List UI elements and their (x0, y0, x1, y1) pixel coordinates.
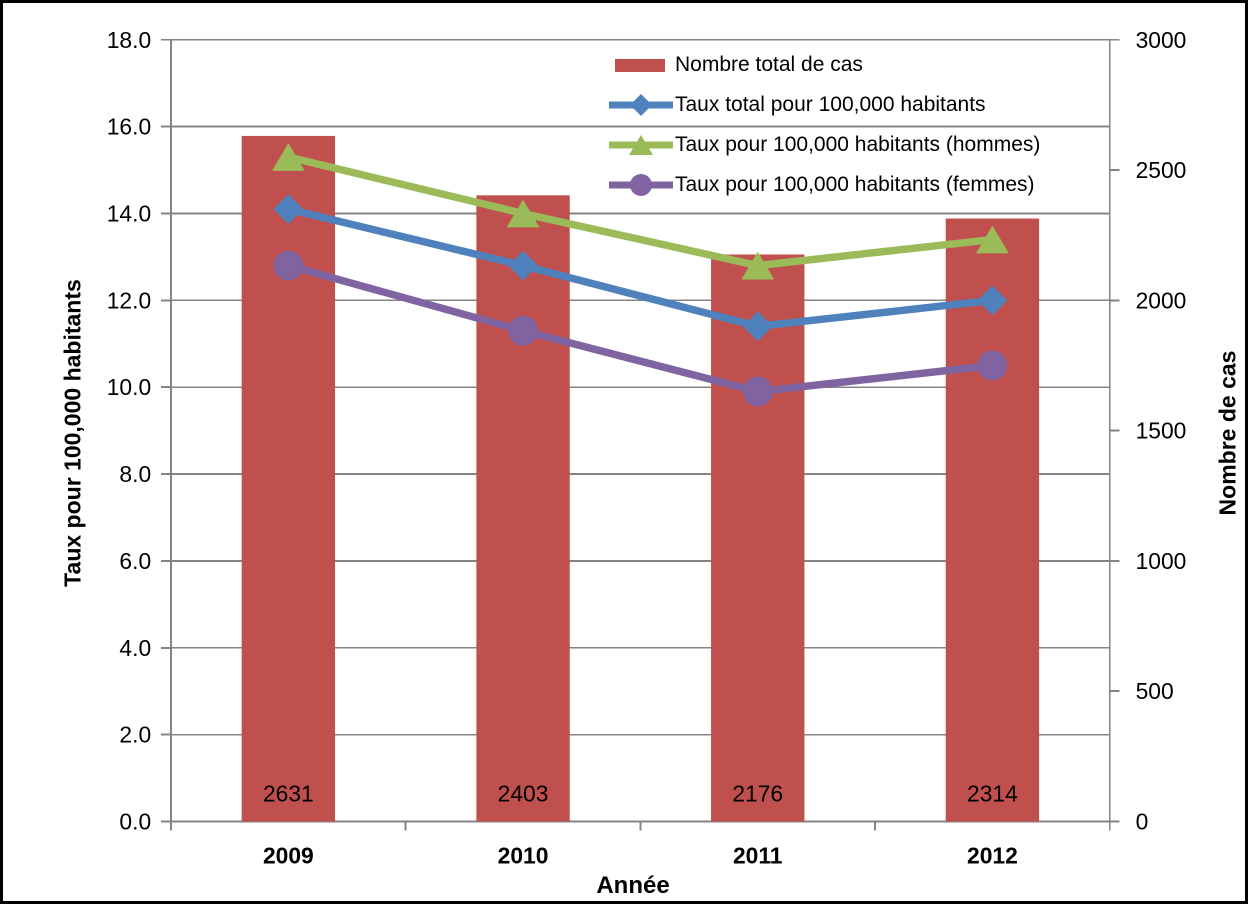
legend-item: Taux total pour 100,000 habitants (607, 85, 1040, 125)
right-axis-title: Nombre de cas (1214, 350, 1241, 516)
series-line (284, 153, 997, 270)
bar-2009 (241, 135, 336, 822)
left-axis-title: Taux pour 100,000 habitants (59, 279, 86, 587)
x-axis-title: Année (596, 872, 670, 899)
right-axis-tick-label: 3000 (1136, 27, 1187, 53)
left-axis-tick-label: 18.0 (107, 27, 151, 53)
series-marker-circle (977, 350, 1008, 381)
legend-label: Nombre total de cas (675, 53, 863, 76)
series-marker-triangle (741, 251, 775, 280)
legend-item: Taux pour 100,000 habitants (femmes) (607, 165, 1040, 205)
right-axis-tick-label: 1500 (1136, 418, 1187, 444)
series-marker-diamond (273, 194, 304, 225)
bar-2012 (945, 218, 1040, 822)
bar-value-label: 2403 (498, 781, 549, 807)
series-marker-diamond (977, 285, 1008, 316)
category-label: 2009 (263, 842, 314, 868)
left-axis-tick-label: 0.0 (119, 809, 151, 835)
right-axis-tick-label: 2500 (1136, 157, 1187, 183)
left-axis-tick-label: 12.0 (107, 287, 151, 313)
legend-item: Nombre total de cas (607, 45, 1040, 85)
plot-area: 0.0 2.0 4.0 6.0 8.0 10.0 12.0 14.0 16.0 18.0 0 500 1… (107, 27, 1187, 869)
left-axis-tick-label: 8.0 (119, 461, 151, 487)
legend-marker-rect (615, 59, 665, 72)
legend-marker-diamond (609, 94, 673, 116)
legend-marker-triangle (609, 135, 673, 155)
legend-label: Taux pour 100,000 habitants (hommes) (675, 133, 1041, 156)
series-line (284, 261, 997, 396)
bar-2010 (476, 195, 570, 822)
right-axis-tick-label: 2000 (1136, 287, 1187, 313)
left-axis-tick-label: 2.0 (119, 722, 151, 748)
bar-2011 (711, 254, 805, 822)
series-marker-triangle (506, 199, 540, 228)
category-label: 2011 (733, 842, 783, 868)
legend-item: Taux pour 100,000 habitants (hommes) (607, 125, 1040, 165)
legend: Nombre total de cas Taux total pour 100,0… (607, 45, 1040, 205)
left-axis-tick-label: 4.0 (119, 635, 151, 661)
legend-marker-circle (609, 174, 673, 196)
bar-value-label: 2314 (967, 781, 1018, 807)
right-axis-tick-label: 1000 (1136, 548, 1187, 574)
right-axis-tick-label: 500 (1136, 678, 1174, 704)
bar-value-label: 2176 (732, 781, 783, 807)
legend-label: Taux pour 100,000 habitants (femmes) (675, 173, 1035, 196)
series-marker-triangle (976, 225, 1009, 254)
series-line (284, 205, 997, 331)
series-marker-circle (508, 315, 538, 346)
bar-value-label: 2631 (263, 781, 314, 807)
left-axis-tick-label: 16.0 (107, 114, 151, 140)
left-axis-tick-label: 14.0 (107, 200, 151, 226)
left-axis-tick-label: 10.0 (107, 374, 151, 400)
category-label: 2010 (498, 842, 549, 868)
legend-label: Taux total pour 100,000 habitants (675, 93, 986, 116)
left-axis-tick-label: 6.0 (119, 548, 151, 574)
series-marker-circle (742, 376, 773, 407)
series-marker-triangle (271, 143, 305, 171)
series-marker-circle (273, 250, 304, 281)
series-marker-diamond (742, 311, 773, 342)
category-label: 2012 (967, 842, 1018, 868)
right-axis-tick-label: 0 (1136, 809, 1149, 835)
